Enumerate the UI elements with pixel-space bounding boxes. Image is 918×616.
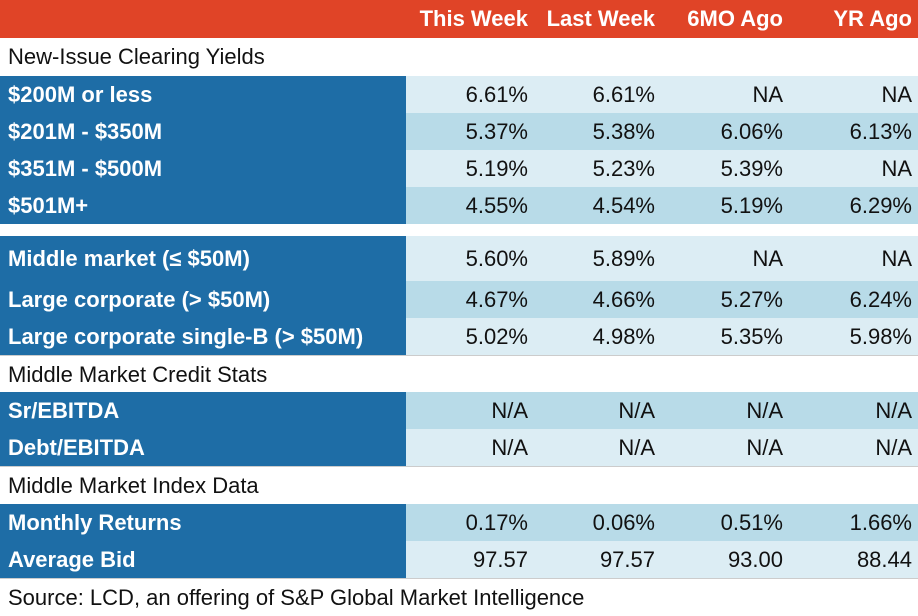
row-label: Debt/EBITDA <box>0 429 406 466</box>
cell-last-week: 0.06% <box>530 504 657 541</box>
cell-last-week: 97.57 <box>530 541 657 578</box>
row-label: $351M - $500M <box>0 150 406 187</box>
row-label: Large corporate (> $50M) <box>0 281 406 318</box>
section-gap <box>0 224 918 236</box>
cell-this-week: 6.61% <box>406 76 530 113</box>
cell-6mo-ago: 6.06% <box>657 113 785 150</box>
row-label: Average Bid <box>0 541 406 578</box>
source-note: Source: LCD, an offering of S&P Global M… <box>0 578 918 616</box>
cell-yr-ago: N/A <box>785 429 918 466</box>
table-row: Debt/EBITDA N/A N/A N/A N/A <box>0 429 918 466</box>
cell-yr-ago: 6.13% <box>785 113 918 150</box>
cell-last-week: N/A <box>530 429 657 466</box>
table-row: Sr/EBITDA N/A N/A N/A N/A <box>0 392 918 429</box>
table-row: $501M+ 4.55% 4.54% 5.19% 6.29% <box>0 187 918 224</box>
cell-6mo-ago: N/A <box>657 429 785 466</box>
cell-yr-ago: 6.29% <box>785 187 918 224</box>
cell-6mo-ago: 0.51% <box>657 504 785 541</box>
cell-this-week: N/A <box>406 429 530 466</box>
cell-6mo-ago: 93.00 <box>657 541 785 578</box>
cell-this-week: 4.67% <box>406 281 530 318</box>
header-last-week: Last Week <box>546 6 655 31</box>
cell-6mo-ago: N/A <box>657 392 785 429</box>
cell-6mo-ago: 5.35% <box>657 318 785 355</box>
cell-yr-ago: 6.24% <box>785 281 918 318</box>
table-row: $351M - $500M 5.19% 5.23% 5.39% NA <box>0 150 918 187</box>
row-label: $501M+ <box>0 187 406 224</box>
table-row: Monthly Returns 0.17% 0.06% 0.51% 1.66% <box>0 504 918 541</box>
section-title-row: New-Issue Clearing Yields <box>0 38 918 76</box>
section-title-credit-stats: Middle Market Credit Stats <box>8 361 268 387</box>
cell-this-week: 0.17% <box>406 504 530 541</box>
cell-this-week: 5.60% <box>406 236 530 281</box>
header-yr-ago: YR Ago <box>833 6 912 31</box>
cell-last-week: 6.61% <box>530 76 657 113</box>
table-row: Middle market (≤ $50M) 5.60% 5.89% NA NA <box>0 236 918 281</box>
row-label: $200M or less <box>0 76 406 113</box>
cell-yr-ago: NA <box>785 76 918 113</box>
table-row: Large corporate single-B (> $50M) 5.02% … <box>0 318 918 355</box>
cell-this-week: 5.37% <box>406 113 530 150</box>
table-row: $201M - $350M 5.37% 5.38% 6.06% 6.13% <box>0 113 918 150</box>
cell-last-week: 4.66% <box>530 281 657 318</box>
header-6mo-ago: 6MO Ago <box>687 6 783 31</box>
cell-yr-ago: 1.66% <box>785 504 918 541</box>
cell-last-week: 4.98% <box>530 318 657 355</box>
cell-last-week: 5.89% <box>530 236 657 281</box>
header-label-cell <box>0 0 406 38</box>
row-label: Middle market (≤ $50M) <box>0 236 406 281</box>
table-row: $200M or less 6.61% 6.61% NA NA <box>0 76 918 113</box>
row-label: Monthly Returns <box>0 504 406 541</box>
cell-this-week: 5.02% <box>406 318 530 355</box>
cell-6mo-ago: 5.19% <box>657 187 785 224</box>
cell-this-week: 97.57 <box>406 541 530 578</box>
cell-6mo-ago: 5.27% <box>657 281 785 318</box>
row-label: Large corporate single-B (> $50M) <box>0 318 406 355</box>
section-title-row: Middle Market Index Data <box>0 466 918 505</box>
cell-last-week: 4.54% <box>530 187 657 224</box>
cell-last-week: 5.23% <box>530 150 657 187</box>
cell-last-week: N/A <box>530 392 657 429</box>
cell-this-week: 5.19% <box>406 150 530 187</box>
row-label: $201M - $350M <box>0 113 406 150</box>
section-title-row: Middle Market Credit Stats <box>0 355 918 393</box>
row-label: Sr/EBITDA <box>0 392 406 429</box>
cell-last-week: 5.38% <box>530 113 657 150</box>
cell-this-week: N/A <box>406 392 530 429</box>
cell-yr-ago: NA <box>785 236 918 281</box>
section-title-index-data: Middle Market Index Data <box>8 473 259 498</box>
cell-yr-ago: 88.44 <box>785 541 918 578</box>
cell-6mo-ago: 5.39% <box>657 150 785 187</box>
cell-yr-ago: N/A <box>785 392 918 429</box>
cell-yr-ago: NA <box>785 150 918 187</box>
section-title-new-issue: New-Issue Clearing Yields <box>8 44 265 69</box>
table-header: This Week Last Week 6MO Ago YR Ago <box>0 0 918 38</box>
cell-6mo-ago: NA <box>657 76 785 113</box>
cell-yr-ago: 5.98% <box>785 318 918 355</box>
table-row: Large corporate (> $50M) 4.67% 4.66% 5.2… <box>0 281 918 318</box>
cell-this-week: 4.55% <box>406 187 530 224</box>
header-this-week: This Week <box>419 6 528 31</box>
table-row: Average Bid 97.57 97.57 93.00 88.44 <box>0 541 918 578</box>
cell-6mo-ago: NA <box>657 236 785 281</box>
